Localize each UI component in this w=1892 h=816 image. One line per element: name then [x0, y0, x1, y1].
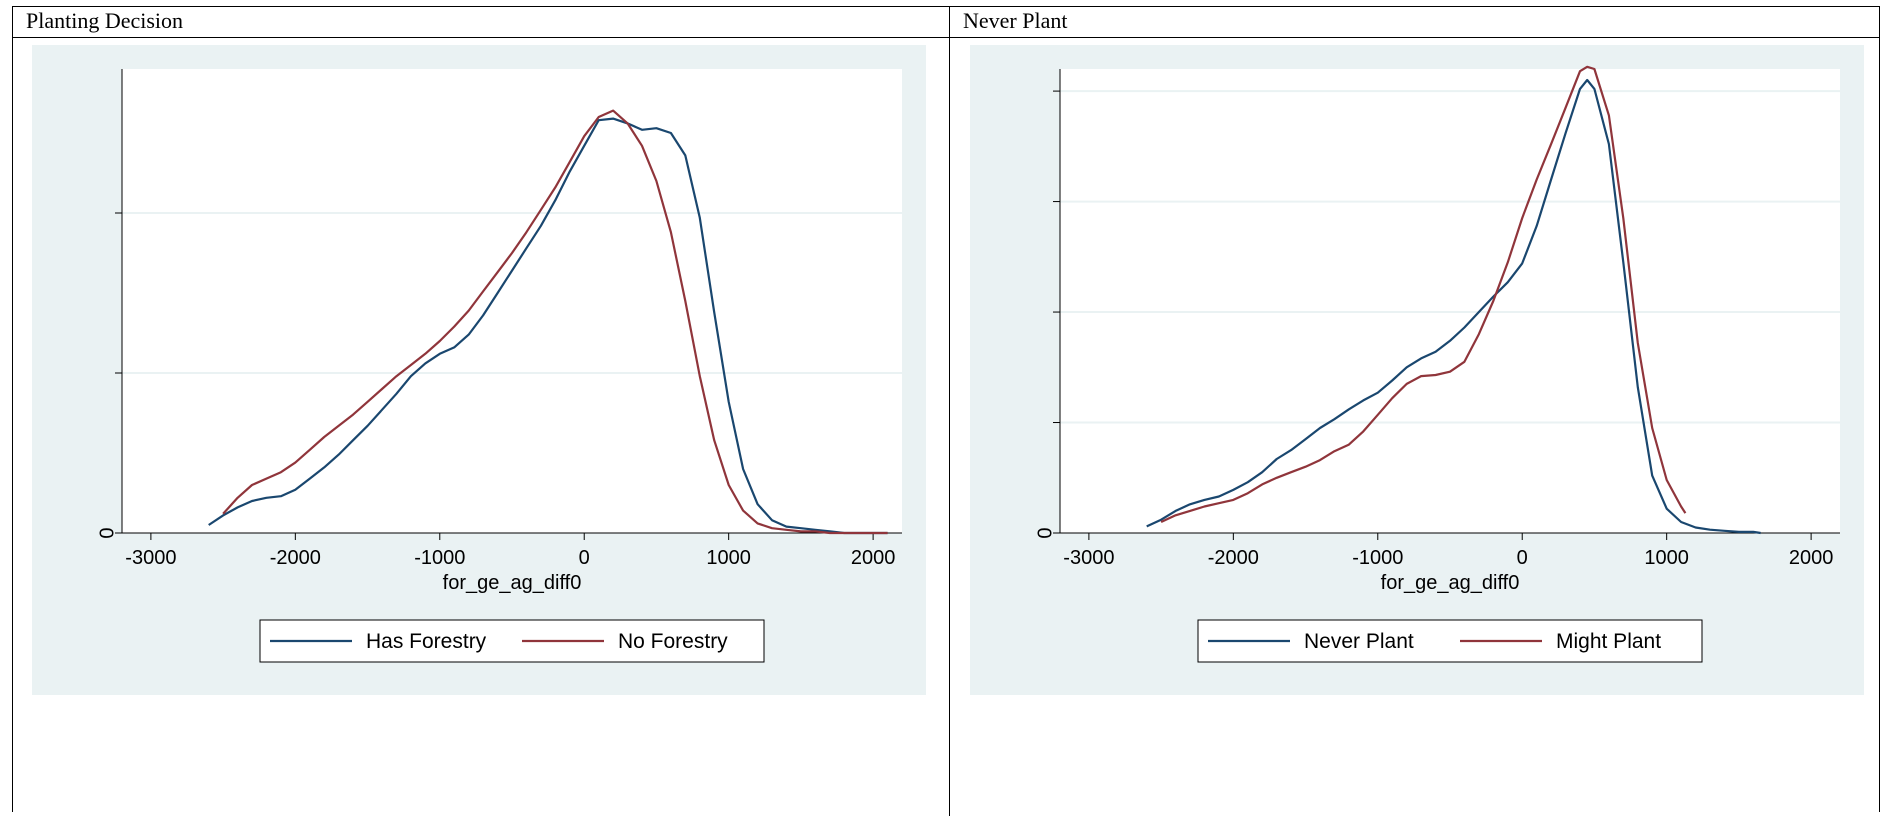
legend: Never Plant Might Plant	[1197, 619, 1703, 663]
x-tick-label: 1000	[706, 547, 751, 569]
x-tick-label: 0	[1517, 547, 1528, 569]
legend-label: No Forestry	[618, 630, 728, 653]
x-tick-label: -3000	[1063, 547, 1114, 569]
x-tick-label: -1000	[414, 547, 465, 569]
x-axis-label: for_ge_ag_diff0	[1381, 572, 1520, 594]
y-tick-label: 0	[1034, 527, 1056, 538]
chart-panel-right: 0 -3000 -2000 -1000 0 1000 2000 for_ge_ag_diff0…	[970, 45, 1864, 695]
figure-table	[12, 6, 1880, 812]
x-tick-label: -2000	[270, 547, 321, 569]
plot-area	[1060, 69, 1840, 533]
x-axis-label: for_ge_ag_diff0	[443, 572, 582, 594]
header-row-divider	[12, 37, 1880, 38]
legend: Has Forestry No Forestry	[259, 619, 765, 663]
plot-area	[122, 69, 902, 533]
legend-label: Might Plant	[1556, 630, 1661, 653]
series-line-1	[1146, 78, 1761, 535]
series-line-2	[1160, 65, 1687, 523]
x-tick-label: -2000	[1208, 547, 1259, 569]
legend-label: Has Forestry	[366, 630, 487, 653]
x-tick-label: 1000	[1644, 547, 1689, 569]
density-chart-never-plant: 0 -3000 -2000 -1000 0 1000 2000 for_ge_ag_diff0…	[970, 45, 1864, 695]
x-tick-label: 2000	[1789, 547, 1834, 569]
chart-panel-left: 0 -3000 -2000 -1000 0 1000 2000 for_ge_ag_diff0…	[32, 45, 926, 695]
series-line-2	[222, 109, 888, 535]
column-divider	[949, 6, 950, 816]
x-tick-label: -1000	[1352, 547, 1403, 569]
legend-label: Never Plant	[1304, 630, 1414, 653]
density-chart-planting-decision: 0 -3000 -2000 -1000 0 1000 2000 for_ge_ag_diff0…	[32, 45, 926, 695]
cell-title-left: Planting Decision	[26, 8, 184, 33]
y-tick-label: 0	[96, 527, 118, 538]
series-line-1	[208, 117, 888, 535]
x-tick-label: -3000	[125, 547, 176, 569]
cell-title-right: Never Plant	[963, 8, 1068, 33]
x-tick-label: 0	[579, 547, 590, 569]
x-tick-label: 2000	[851, 547, 896, 569]
